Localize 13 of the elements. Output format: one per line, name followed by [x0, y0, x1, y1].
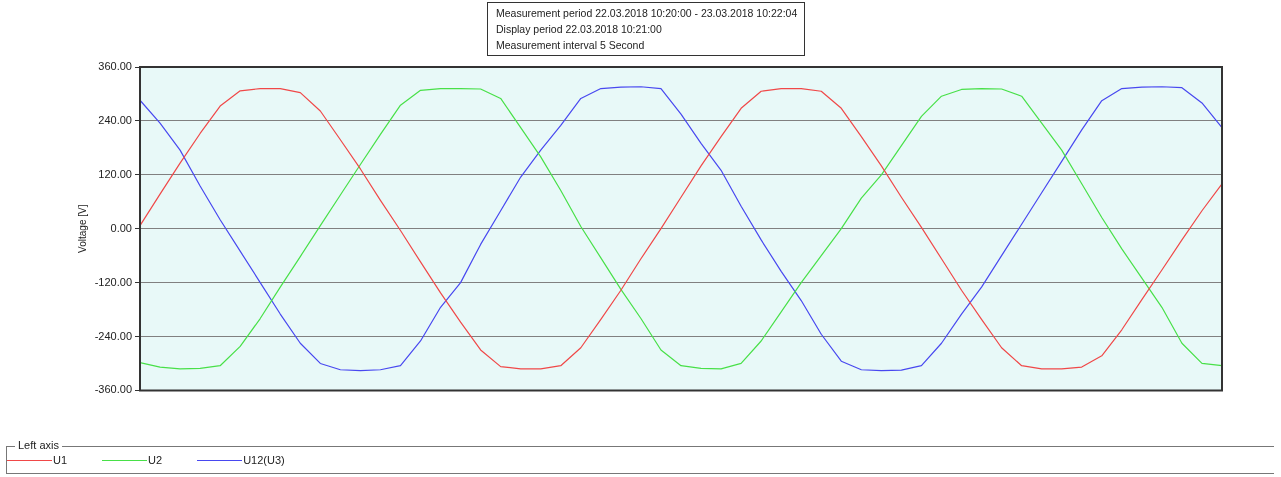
y-tick-label: 360.00 — [98, 60, 132, 73]
y-tick-label: 0.00 — [110, 221, 132, 234]
y-tick-label: -240.00 — [94, 329, 132, 342]
y-tick-label: 120.00 — [98, 167, 132, 180]
y-tick-label: -120.00 — [94, 275, 132, 288]
legend-label: U1 — [53, 454, 68, 466]
y-tick-label: -360.00 — [94, 383, 132, 396]
y-tick-label: 240.00 — [98, 113, 132, 126]
y-axis-title: Voltage [V] — [76, 204, 88, 253]
legend-title: Left axis — [15, 439, 62, 451]
info-box: Measurement period 22.03.2018 10:20:00 - 23.03.2018 10:22:04 Display period 22.03.2018 10:21:00 Measurement interval 5 Second — [487, 2, 805, 56]
legend-label: U2 — [148, 454, 163, 466]
legend-label: U12(U3) — [243, 454, 285, 466]
